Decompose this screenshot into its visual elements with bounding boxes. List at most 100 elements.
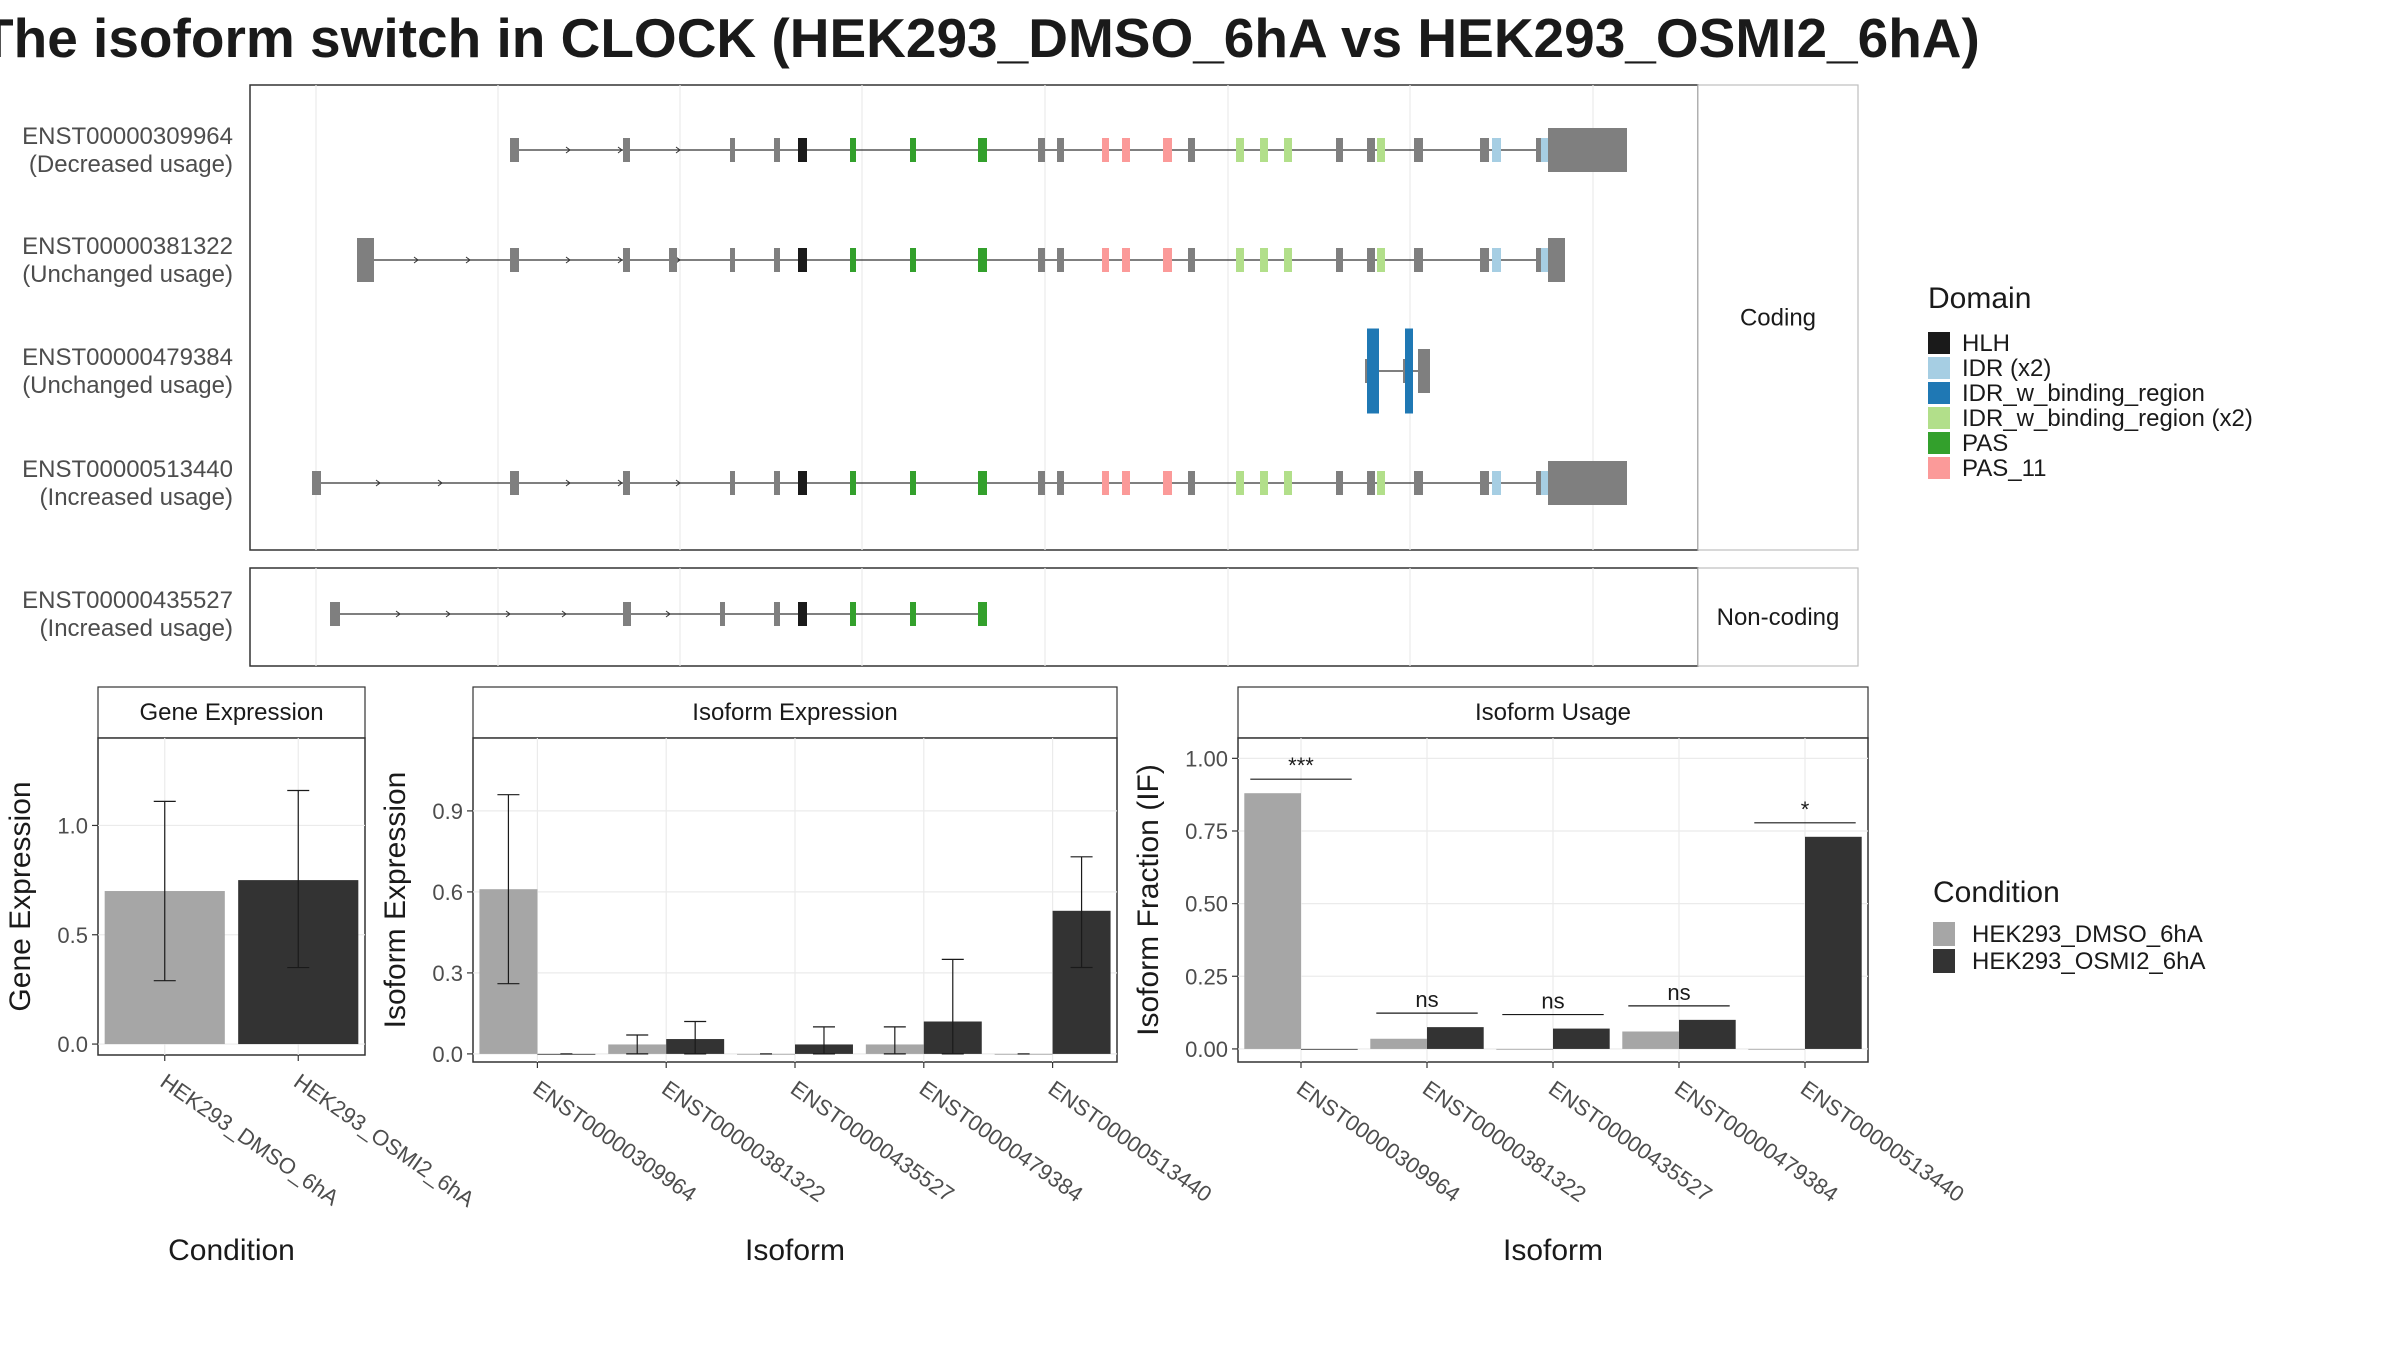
isoform-row-ENST00000435527 [330,602,987,626]
exon-pas [910,138,916,162]
exon-exon-default [1414,471,1423,495]
facet-strip-1 [1697,567,1859,667]
exon-exon-default [774,138,780,162]
exon-idr-w-binding-region-x2- [1284,471,1292,495]
condition-legend-key [1933,949,1955,973]
significance-label: * [1801,797,1810,822]
domain-legend-label: IDR_w_binding_region [1962,380,2205,407]
exon-idr-w-binding-region [1405,328,1413,414]
isoform-id-label: ENST00000381322 [22,233,233,260]
isoform-id-label: ENST00000309964 [22,123,233,150]
exon-pas-11 [1102,471,1109,495]
facet-label-0: Coding [1740,305,1816,332]
strand-arrow [465,256,471,264]
exon-exon-default [1367,248,1375,272]
exon-pas [978,248,987,272]
domain-legend-key [1928,407,1950,429]
y-tick-label: 0.25 [1185,964,1228,989]
exon-exon-default [1418,349,1430,393]
exon-pas [910,248,916,272]
exon-exon-default [1414,248,1423,272]
domain-legend-key [1928,357,1950,379]
chart-title-text: The isoform switch in CLOCK (HEK293_DMSO… [0,7,1980,69]
exon-idr-w-binding-region-x2- [1236,248,1244,272]
significance-label: ns [1415,987,1438,1012]
domain-legend-key [1928,332,1950,354]
exon-exon-default [1548,128,1627,172]
significance-label: *** [1288,753,1314,778]
exon-exon-default [1480,248,1489,272]
exon-exon-default [1367,471,1375,495]
panel-gene-expression: Gene Expression0.00.51.0HEK293_DMSO_6hAH… [4,686,479,1267]
exon-exon-default [510,471,519,495]
exon-exon-default [1057,471,1064,495]
exon-exon-default [623,471,630,495]
bar-dmso [1622,1031,1679,1049]
y-tick-label: 0.75 [1185,819,1228,844]
exon-exon-default [1536,248,1543,272]
y-tick-label: 1.00 [1185,746,1228,771]
exon-pas-11 [1102,248,1109,272]
exon-exon-default [1038,248,1045,272]
exon-exon-default [730,248,735,272]
exon-exon-default [510,138,519,162]
bar-dmso [1748,1048,1805,1050]
exon-exon-default [774,248,780,272]
strand-arrow [413,256,419,264]
exon-exon-default [1548,461,1627,505]
y-tick-label: 1.0 [57,813,88,838]
exon-pas-11 [1163,248,1172,272]
exon-exon-default [1536,471,1543,495]
exon-exon-default [1038,138,1045,162]
exon-exon-default [1480,471,1489,495]
exon-exon-default [1480,138,1489,162]
panel-title: Isoform Expression [692,699,897,726]
condition-legend-title: Condition [1933,876,2060,909]
domain-legend-label: HLH [1962,330,2010,357]
exon-exon-default [1367,138,1375,162]
exon-exon-default [720,602,725,626]
exon-idr-w-binding-region [1367,328,1379,414]
exon-pas-11 [1102,138,1109,162]
strand-arrow [565,256,571,264]
exon-exon-default [1536,138,1543,162]
bar-dmso [1370,1038,1427,1049]
domain-legend-key [1928,382,1950,404]
strand-arrow [675,256,681,264]
facet-strip-0 [1697,84,1859,551]
y-tick-label: 0.0 [432,1042,463,1067]
bar-osmi2 [1805,836,1862,1049]
domain-legend-label: PAS_11 [1962,455,2047,482]
exon-pas [850,248,856,272]
strand-arrow [565,479,571,487]
exon-exon-default [330,602,340,626]
exon-idr-w-binding-region-x2- [1377,248,1385,272]
exon-exon-default [774,471,780,495]
condition-legend-label: HEK293_DMSO_6hA [1972,921,2203,948]
strand-arrow [505,610,511,618]
exon-idr-w-binding-region-x2- [1260,248,1268,272]
exon-idr-w-binding-region-x2- [1377,138,1385,162]
strand-arrow [665,610,671,618]
isoform-usage-label: (Increased usage) [40,484,233,511]
exon-idr-x2- [1541,138,1548,162]
strand-arrow [375,479,381,487]
isoform-id-label: ENST00000513440 [22,456,233,483]
exon-exon-default [1038,471,1045,495]
exon-exon-default [1188,248,1195,272]
y-tick-label: 0.9 [432,799,463,824]
domain-legend-label: IDR (x2) [1962,355,2051,382]
strand-arrow [675,146,681,154]
y-tick-label: 0.5 [57,923,88,948]
y-tick-label: 0.50 [1185,892,1228,917]
domain-legend-key [1928,432,1950,454]
exon-exon-default [1188,471,1195,495]
exon-exon-default [1057,138,1064,162]
bar-dmso [1244,793,1301,1049]
condition-legend-label: HEK293_OSMI2_6hA [1972,948,2205,975]
isoform-usage-label: (Increased usage) [40,615,233,642]
exon-exon-default [312,471,321,495]
domain-legend-title: Domain [1928,282,2031,315]
exon-pas [978,471,987,495]
